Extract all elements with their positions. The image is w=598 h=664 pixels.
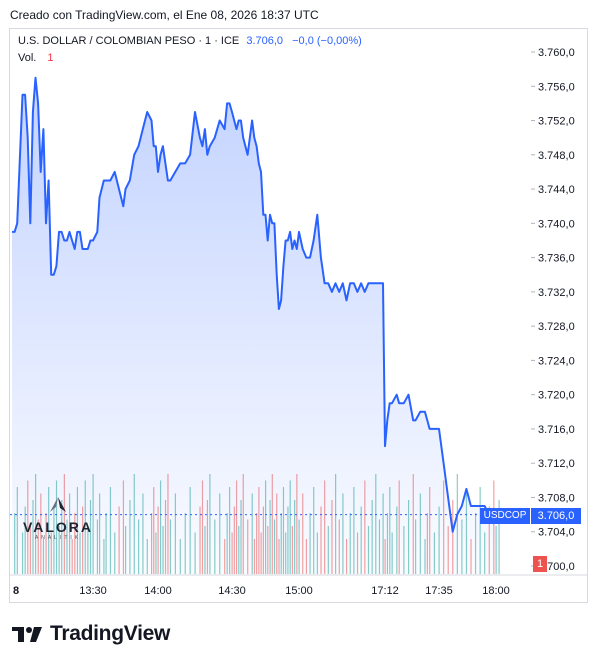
y-tick-label: 3.744,0 bbox=[538, 184, 575, 196]
symbol-legend[interactable]: U.S. DOLLAR / COLOMBIAN PESO · 1 · ICE 3… bbox=[18, 35, 362, 47]
y-tick-label: 3.700,0 bbox=[538, 561, 575, 573]
x-tick-label: 8 bbox=[13, 585, 19, 597]
symbol-price-tag: USDCOP bbox=[480, 508, 530, 524]
y-tick-label: 3.716,0 bbox=[538, 424, 575, 436]
x-tick-label: 14:30 bbox=[218, 585, 246, 597]
y-tick-label: 3.752,0 bbox=[538, 116, 575, 128]
y-tick-label: 3.736,0 bbox=[538, 253, 575, 265]
x-axis[interactable]: 8 13:30 14:00 14:30 15:00 17:12 17:35 18:00 bbox=[10, 574, 588, 597]
symbol-title: U.S. DOLLAR / COLOMBIAN PESO · 1 · ICE bbox=[18, 35, 240, 47]
series-line bbox=[12, 76, 499, 533]
last-price-tag: 3.706,0 bbox=[531, 508, 581, 524]
y-tick-label: 3.724,0 bbox=[538, 355, 575, 367]
x-tick-label: 14:00 bbox=[144, 585, 172, 597]
volume-tag: 1 bbox=[533, 556, 547, 572]
y-tick-label: 3.728,0 bbox=[538, 321, 575, 333]
legend-price: 3.706,0 bbox=[246, 35, 284, 47]
volume-value: 1 bbox=[47, 52, 54, 64]
legend-change: −0,0 (−0,00%) bbox=[292, 35, 362, 47]
valora-watermark: VALORA ANALITIK bbox=[20, 496, 96, 541]
tradingview-wordmark: TradingView bbox=[50, 622, 171, 645]
y-tick-label: 3.756,0 bbox=[538, 81, 575, 93]
y-tick-label: 3.760,0 bbox=[538, 47, 575, 59]
y-tick-label: 3.740,0 bbox=[538, 218, 575, 230]
x-tick-label: 18:00 bbox=[482, 585, 510, 597]
chart-frame[interactable] bbox=[9, 28, 588, 603]
y-tick-label: 3.720,0 bbox=[538, 390, 575, 402]
y-tick-label: 3.704,0 bbox=[538, 527, 575, 539]
chart-caption: Creado con TradingView.com, el Ene 08, 2… bbox=[10, 8, 319, 22]
x-tick-label: 17:35 bbox=[425, 585, 453, 597]
x-tick-label: 15:00 bbox=[285, 585, 313, 597]
y-tick-label: 3.732,0 bbox=[538, 287, 575, 299]
volume-bar bbox=[498, 500, 500, 574]
x-tick-label: 13:30 bbox=[79, 585, 107, 597]
price-area bbox=[12, 77, 499, 575]
y-tick-label: 3.708,0 bbox=[538, 492, 575, 504]
tradingview-logo-icon bbox=[12, 627, 42, 642]
watermark-name: VALORA bbox=[22, 519, 94, 535]
volume-legend[interactable]: Vol. 1 bbox=[18, 52, 54, 64]
tradingview-logo[interactable]: TradingView bbox=[12, 622, 170, 646]
price-line bbox=[12, 76, 499, 533]
valora-logo-icon bbox=[50, 497, 66, 512]
y-axis[interactable]: 3.760,0 3.756,0 3.752,0 3.748,0 3.744,0 3.740… bbox=[531, 47, 575, 573]
y-tick-label: 3.712,0 bbox=[538, 458, 575, 470]
watermark-sub: ANALITIK bbox=[34, 535, 82, 541]
volume-label: Vol. bbox=[18, 52, 37, 64]
area-fill bbox=[12, 77, 499, 575]
x-tick-label: 17:12 bbox=[371, 585, 399, 597]
y-tick-label: 3.748,0 bbox=[538, 150, 575, 162]
